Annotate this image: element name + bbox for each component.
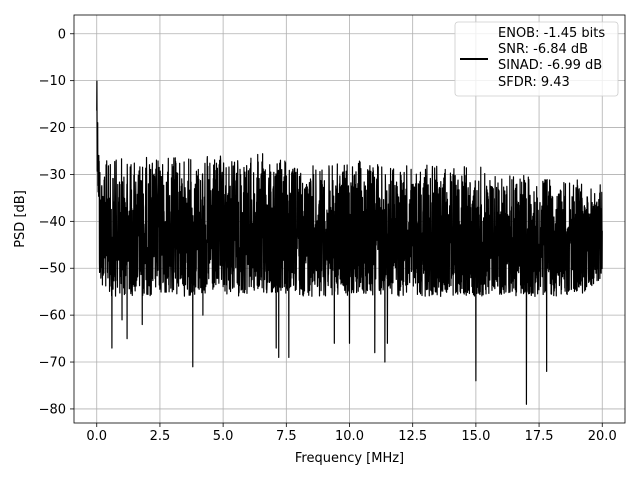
y-tick-label: −10 [39,74,66,89]
x-axis-label: Frequency [MHz] [295,451,404,466]
legend: ENOB: -1.45 bits SNR: -6.84 dB SINAD: -6… [454,21,619,97]
legend-box [454,21,619,97]
y-tick-label: −60 [39,309,66,324]
series-line [96,80,603,405]
legend-sinad: SINAD: -6.99 dB [498,58,602,73]
y-tick-label: 0 [58,27,66,42]
psd-series-path [96,80,603,405]
y-tick-label: −30 [39,168,66,183]
y-tick-label: −50 [39,262,66,277]
y-tick-label: −40 [39,215,66,230]
x-tick-label: 5.0 [213,429,234,444]
x-tick-label: 20.0 [588,429,617,444]
legend-snr: SNR: -6.84 dB [498,42,588,57]
x-tick-label: 12.5 [398,429,427,444]
y-tick-label: −20 [39,121,66,136]
x-tick-label: 10.0 [335,429,364,444]
y-tick-label: −70 [39,356,66,371]
x-tick-label: 7.5 [276,429,297,444]
y-axis-label: PSD [dB] [13,190,28,248]
legend-enob: ENOB: -1.45 bits [498,26,605,41]
x-axis-ticks: 0.0 2.5 5.0 7.5 10.0 12.5 15.0 17.5 20.0 [86,423,617,444]
y-tick-label: −80 [39,402,66,417]
legend-sfdr: SFDR: 9.43 [498,75,570,90]
x-tick-label: 2.5 [150,429,171,444]
y-axis-ticks: 0 −10 −20 −30 −40 −50 −60 −70 −80 [39,27,74,417]
x-tick-label: 17.5 [525,429,554,444]
x-tick-label: 0.0 [86,429,107,444]
x-tick-label: 15.0 [461,429,490,444]
